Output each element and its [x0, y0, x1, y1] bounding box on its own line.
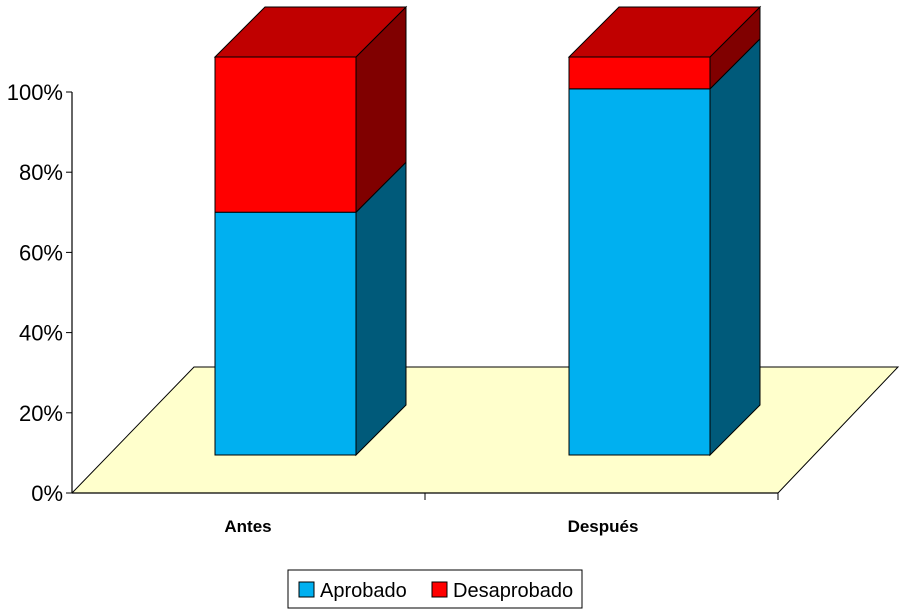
legend-swatch: [298, 581, 315, 598]
y-tick-label: 20%: [19, 401, 63, 426]
bar-side: [709, 37, 761, 457]
legend: Aprobado Desaprobado: [287, 569, 583, 609]
category-label: Después: [568, 517, 639, 536]
bar-Después-Desaprobado: [567, 5, 762, 91]
bar-Después-Aprobado: [568, 37, 761, 457]
legend-label: Aprobado: [320, 580, 407, 602]
y-tick-label: 40%: [19, 321, 63, 346]
bar-front: [568, 88, 711, 456]
bar-top: [567, 6, 762, 58]
bar-front: [214, 211, 357, 456]
y-tick-label: 100%: [7, 80, 63, 105]
bar-Antes-Aprobado: [214, 161, 407, 457]
bar-front: [214, 56, 357, 213]
floor-plane: [70, 366, 900, 494]
bar-top: [213, 6, 408, 58]
bar-front: [568, 56, 711, 90]
legend-item-desaprobado: Desaprobado: [431, 580, 573, 602]
legend-swatch: [431, 581, 448, 598]
y-tick-label: 80%: [19, 160, 63, 185]
category-label: Antes: [224, 517, 271, 536]
legend-label: Desaprobado: [453, 580, 573, 602]
bar-side: [355, 161, 407, 457]
legend-item-aprobado: Aprobado: [298, 580, 407, 602]
bar-Antes-Desaprobado: [213, 5, 408, 214]
y-tick-label: 60%: [19, 240, 63, 265]
y-tick-label: 0%: [31, 481, 63, 506]
